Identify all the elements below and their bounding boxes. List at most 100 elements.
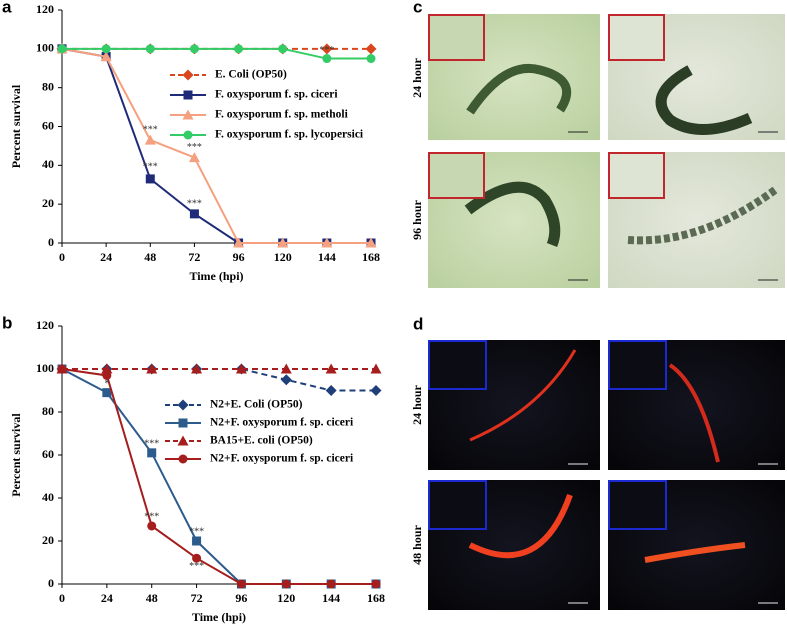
micrograph-group <box>428 14 785 288</box>
x-tick-label: 168 <box>367 591 385 605</box>
legend-marker <box>183 90 193 100</box>
y-tick-label: 120 <box>36 2 54 16</box>
annotation: *** <box>144 512 159 523</box>
annotation: *** <box>143 125 158 136</box>
y-axis-title: Percent survival <box>9 413 23 497</box>
y-tick-label: 0 <box>48 235 54 249</box>
y-tick-label: 40 <box>42 490 54 504</box>
marker <box>145 174 155 184</box>
legend-marker <box>178 418 188 428</box>
marker <box>100 51 112 62</box>
marker <box>101 44 111 54</box>
panel-label: a <box>2 0 12 16</box>
marker <box>192 536 202 546</box>
x-tick-label: 96 <box>235 591 247 605</box>
legend-label: BA15+E. coli (OP50) <box>210 435 313 447</box>
legend-marker <box>177 435 189 446</box>
marker <box>280 374 292 386</box>
marker <box>146 363 158 374</box>
x-tick-label: 0 <box>59 250 65 264</box>
y-axis-title: Percent survival <box>9 84 23 168</box>
marker <box>236 579 246 589</box>
legend-marker <box>183 130 193 140</box>
marker <box>322 54 332 64</box>
x-axis-title: Time (hpi) <box>192 610 246 624</box>
legend-label: F. oxysporum f. sp. metholi <box>215 109 349 121</box>
marker <box>370 385 382 396</box>
legend-label: N2+F. oxysporum f. sp. ciceri <box>210 417 354 429</box>
fluorescence-group <box>428 340 785 610</box>
x-tick-label: 120 <box>274 250 292 264</box>
y-tick-label: 20 <box>42 196 54 210</box>
marker <box>278 44 288 54</box>
marker <box>365 43 377 55</box>
legend-label: F. oxysporum f. sp. ciceri <box>215 89 338 101</box>
marker <box>101 363 113 374</box>
series-line <box>61 47 371 244</box>
x-tick-label: 48 <box>144 250 156 264</box>
y-tick-label: 100 <box>36 41 54 55</box>
legend-marker <box>178 454 188 464</box>
annotation: *** <box>319 45 334 56</box>
annotation: *** <box>143 162 158 173</box>
x-tick-label: 144 <box>322 591 340 605</box>
annotation: *** <box>189 527 204 538</box>
annotation: *** <box>144 439 159 450</box>
x-tick-label: 168 <box>362 250 380 264</box>
annotation: * <box>104 378 109 389</box>
y-tick-label: 120 <box>36 318 54 332</box>
x-tick-label: 96 <box>233 250 245 264</box>
marker <box>321 43 333 55</box>
legend-marker <box>177 399 189 411</box>
x-tick-label: 0 <box>59 591 65 605</box>
legend-marker <box>182 109 194 120</box>
x-tick-label: 72 <box>188 250 200 264</box>
x-tick-label: 144 <box>318 250 336 264</box>
marker <box>325 363 337 374</box>
marker <box>365 237 377 248</box>
x-tick-label: 48 <box>146 591 158 605</box>
x-axis-title: Time (hpi) <box>189 269 243 283</box>
panel-label: b <box>2 313 12 332</box>
marker <box>102 370 112 380</box>
annotation: *** <box>187 142 202 153</box>
marker <box>189 44 199 54</box>
row-label: 48 hour <box>410 524 424 564</box>
marker <box>326 579 336 589</box>
marker <box>234 44 244 54</box>
marker <box>235 363 247 374</box>
series-line <box>62 47 371 60</box>
marker <box>189 209 199 219</box>
marker <box>233 237 245 248</box>
annotation: *** <box>189 561 204 572</box>
y-tick-label: 20 <box>42 533 54 547</box>
marker <box>191 363 203 374</box>
y-tick-label: 80 <box>42 79 54 93</box>
row-label: 24 hour <box>410 384 424 424</box>
x-tick-label: 24 <box>100 250 112 264</box>
panel-label: c <box>413 0 422 16</box>
y-tick-label: 60 <box>42 118 54 132</box>
marker <box>147 521 157 531</box>
y-tick-label: 40 <box>42 157 54 171</box>
x-tick-label: 72 <box>191 591 203 605</box>
marker <box>188 152 200 163</box>
marker <box>281 579 291 589</box>
panel-label: d <box>413 314 423 333</box>
y-tick-label: 100 <box>36 361 54 375</box>
x-tick-label: 24 <box>101 591 113 605</box>
marker <box>370 363 382 374</box>
legend-label: N2+E. Coli (OP50) <box>210 399 303 411</box>
marker <box>145 44 155 54</box>
marker <box>321 237 333 248</box>
y-tick-label: 60 <box>42 447 54 461</box>
y-tick-label: 80 <box>42 404 54 418</box>
row-label: 24 hour <box>410 57 424 97</box>
legend-label: E. Coli (OP50) <box>215 69 287 81</box>
marker <box>102 388 112 398</box>
series-line <box>61 368 376 585</box>
marker <box>57 364 67 374</box>
y-tick-label: 0 <box>48 576 54 590</box>
marker <box>192 553 202 563</box>
